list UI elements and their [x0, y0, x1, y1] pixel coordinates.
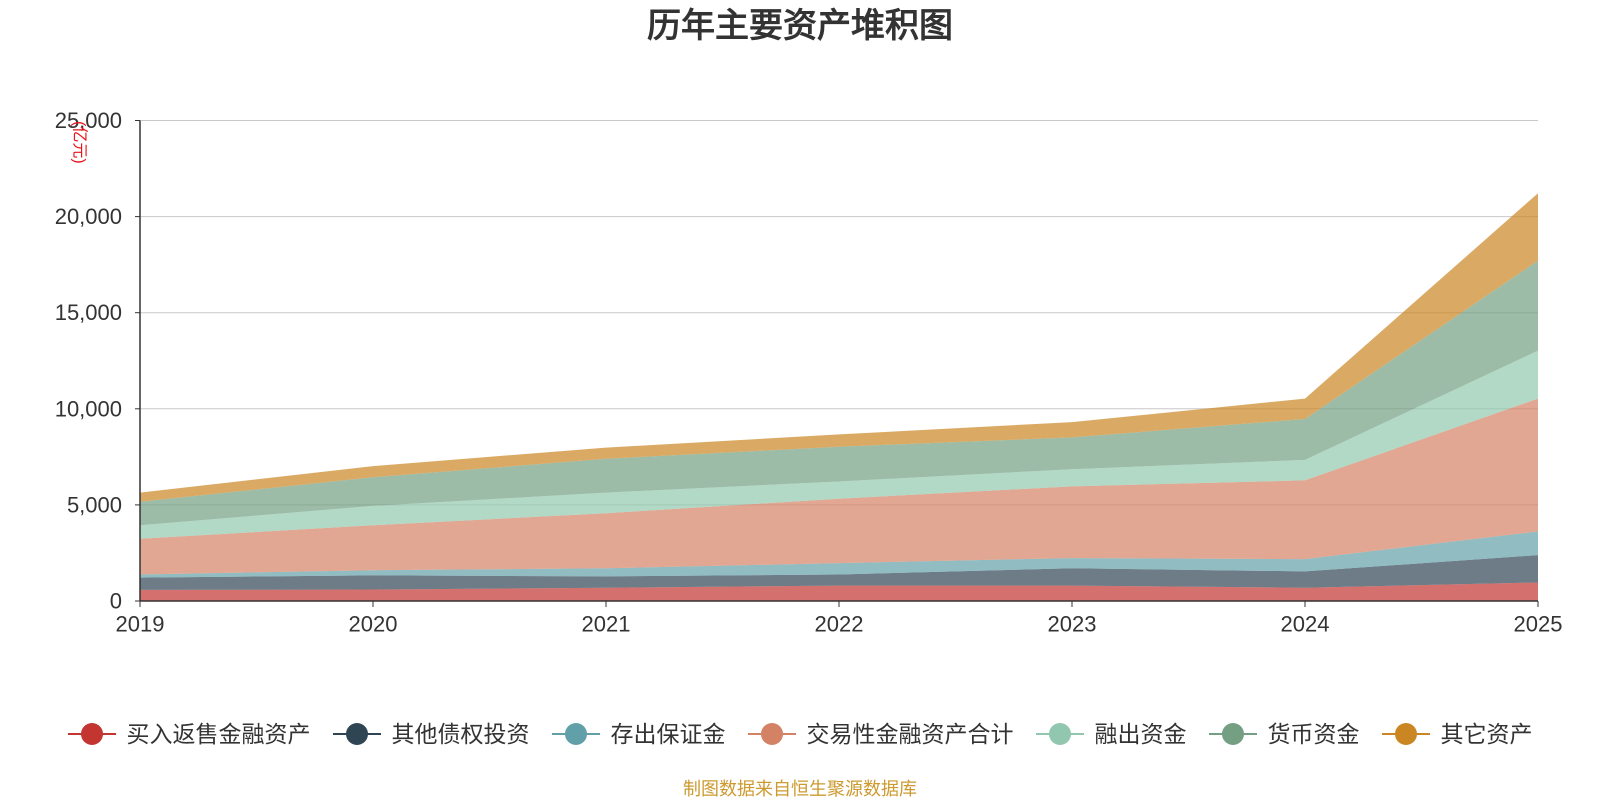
legend-label: 融出资金 [1094, 721, 1187, 747]
legend-circle-icon [332, 723, 381, 745]
y-tick-label: 0 [110, 589, 122, 614]
chart-title: 历年主要资产堆积图 [647, 7, 953, 45]
area-series-5 [140, 350, 1538, 539]
area-series-6 [140, 260, 1538, 526]
area-series-7 [140, 193, 1538, 502]
area-series-3 [140, 531, 1538, 578]
y-axis-unit-label: (亿元) [71, 121, 89, 164]
legend-item-3[interactable]: 存出保证金 [551, 716, 726, 752]
x-tick-label: 2025 [1514, 612, 1563, 637]
legend-circle-icon [67, 723, 116, 745]
legend-item-6[interactable]: 货币资金 [1208, 716, 1360, 752]
legend-label: 其它资产 [1440, 721, 1533, 747]
x-tick-label: 2022 [815, 612, 864, 637]
legend-label: 买入返售金融资产 [126, 721, 311, 747]
legend-circle-icon [1208, 723, 1257, 745]
legend-label: 其他债权投资 [391, 721, 530, 747]
legend-circle-icon [1381, 723, 1430, 745]
x-tick-label: 2019 [116, 612, 165, 637]
x-tick-label: 2021 [582, 612, 631, 637]
y-tick-label: 20,000 [55, 204, 122, 229]
legend-circle-icon [551, 723, 600, 745]
legend-item-5[interactable]: 融出资金 [1035, 716, 1187, 752]
y-axis: 0 5,000 10,000 15,000 20,000 25,000(亿元) [55, 108, 141, 614]
x-axis: 2019 2020 2021 2022 2023 2024 2025 [116, 600, 1563, 637]
legend-label: 货币资金 [1267, 721, 1360, 747]
x-tick-label: 2023 [1048, 612, 1097, 637]
y-tick-label: 25,000 [55, 108, 122, 133]
legend-circle-icon [1035, 723, 1084, 745]
legend-item-7[interactable]: 其它资产 [1381, 716, 1533, 752]
area-series-2 [140, 555, 1538, 590]
legend-label: 交易性金融资产合计 [806, 721, 1014, 747]
legend-circle-icon [747, 723, 796, 745]
y-tick-label: 10,000 [55, 396, 122, 421]
y-tick-label: 15,000 [55, 300, 122, 325]
legend-label: 存出保证金 [610, 721, 726, 747]
data-source-note: 制图数据来自恒生聚源数据库 [683, 779, 917, 799]
legend-item-4[interactable]: 交易性金融资产合计 [747, 716, 1014, 752]
legend-item-1[interactable]: 买入返售金融资产 [67, 716, 311, 752]
y-tick-label: 5,000 [67, 492, 122, 517]
chart-legend: 买入返售金融资产 其他债权投资 存出保证金 交易性金融资产合计 [0, 716, 1600, 752]
x-tick-label: 2024 [1281, 612, 1330, 637]
stacked-areas [140, 193, 1538, 601]
legend-item-2[interactable]: 其他债权投资 [332, 716, 530, 752]
x-tick-label: 2020 [349, 612, 398, 637]
area-series-4 [140, 398, 1538, 575]
area-series-1 [140, 582, 1538, 601]
